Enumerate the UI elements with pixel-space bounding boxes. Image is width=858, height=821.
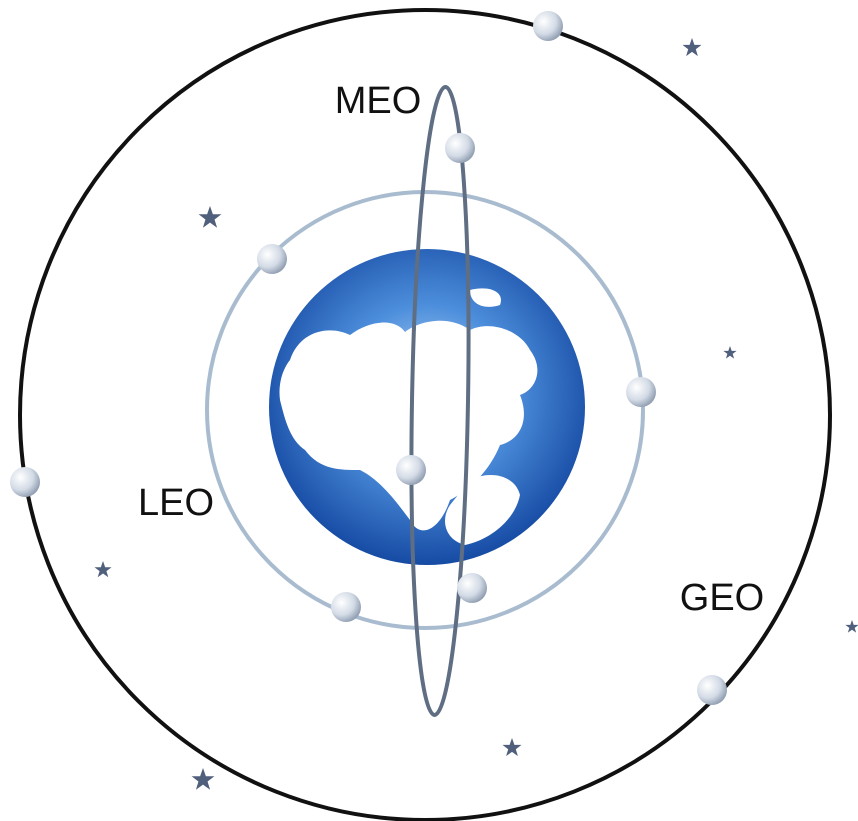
geo-label: GEO xyxy=(680,577,764,619)
satellites xyxy=(10,11,727,705)
meo-label: MEO xyxy=(335,80,422,122)
leo-orbit xyxy=(205,190,645,630)
meo-orbit xyxy=(409,85,471,717)
leo-label: LEO xyxy=(138,482,214,524)
geo-orbit xyxy=(18,8,832,821)
earth xyxy=(269,249,585,565)
